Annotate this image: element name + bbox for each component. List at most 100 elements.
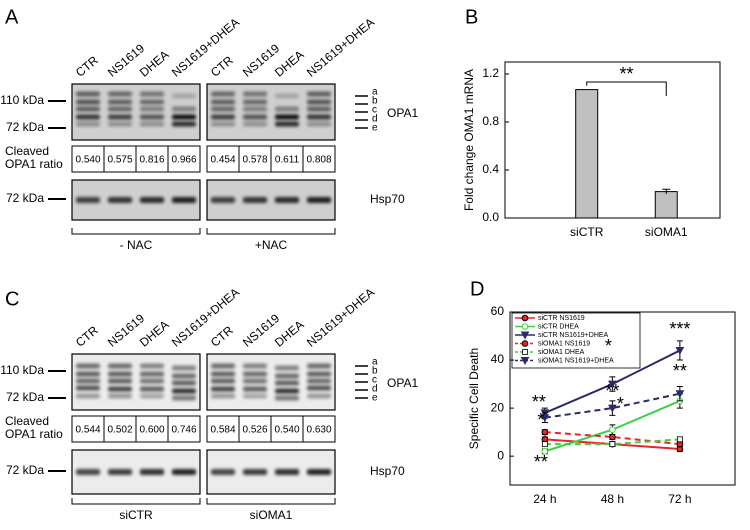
band <box>76 469 100 475</box>
band <box>140 469 164 475</box>
ratio-value: 0.502 <box>107 425 132 436</box>
band <box>140 91 164 97</box>
legend-marker <box>521 340 529 347</box>
group-label: siOMA1 <box>250 508 293 522</box>
kda-marker: 72 kDa <box>6 390 44 404</box>
band-letter: b <box>372 96 378 107</box>
panel-label: C <box>5 288 19 310</box>
legend-marker <box>521 323 529 330</box>
band <box>243 197 267 203</box>
legend-marker <box>520 331 530 340</box>
legend-marker <box>520 357 530 366</box>
loading-marker: 72 kDa <box>6 463 44 477</box>
data-point <box>541 448 549 455</box>
data-point <box>675 390 685 399</box>
y-axis-title: Specific Cell Death <box>467 348 481 449</box>
band <box>76 385 100 391</box>
plot-frame <box>509 311 736 486</box>
significance-label: * <box>617 394 624 414</box>
data-point <box>540 414 550 423</box>
lane-label: NS1619+DHEA <box>304 285 377 350</box>
band-letter: a <box>372 87 378 98</box>
group-bracket <box>206 498 336 505</box>
band <box>211 106 235 112</box>
band <box>211 114 235 120</box>
band <box>211 91 235 97</box>
band <box>211 393 235 399</box>
group-label: siCTR <box>119 508 153 522</box>
data-point <box>609 441 616 448</box>
ratio-label: Cleaved <box>5 144 49 158</box>
kda-marker: 72 kDa <box>6 120 44 134</box>
significance-bracket <box>586 81 667 96</box>
band <box>140 114 164 120</box>
band <box>275 197 299 203</box>
band <box>243 393 267 399</box>
band <box>211 469 235 475</box>
band <box>211 371 235 377</box>
band <box>140 371 164 377</box>
band <box>307 121 331 127</box>
loading-marker: 72 kDa <box>6 191 44 205</box>
y-tick-label: 0.4 <box>482 162 499 176</box>
data-point <box>609 433 616 441</box>
group-bracket <box>206 228 336 235</box>
group-label: +NAC <box>255 238 288 252</box>
band <box>76 106 100 112</box>
y-tick-label: 0.0 <box>482 210 499 224</box>
band <box>307 114 331 120</box>
band <box>108 197 132 203</box>
band <box>211 197 235 203</box>
data-point <box>609 426 616 434</box>
lane-label: NS1619+DHEA <box>169 285 242 350</box>
bar <box>654 191 678 219</box>
kda-marker: 110 kDa <box>0 93 44 107</box>
band <box>307 385 331 391</box>
data-point <box>608 404 617 413</box>
lane-label: CTR <box>73 323 101 350</box>
y-tick-label: 60 <box>491 304 505 318</box>
significance-label: ** <box>619 64 633 84</box>
band <box>307 197 331 203</box>
ratio-value: 0.808 <box>306 155 331 166</box>
ratio-value: 0.584 <box>210 425 235 436</box>
band <box>108 99 132 105</box>
ratio-value: 0.540 <box>75 155 100 166</box>
band <box>76 121 100 127</box>
data-point <box>675 346 685 355</box>
ratio-value: 0.966 <box>171 155 196 166</box>
data-point <box>541 428 549 436</box>
lane-label: CTR <box>208 323 236 350</box>
band-letter: d <box>372 114 378 125</box>
band <box>172 365 196 371</box>
panel-label: A <box>5 6 19 28</box>
band <box>275 388 299 394</box>
legend-marker <box>522 349 528 355</box>
band <box>275 106 299 112</box>
y-axis-title: Fold change OMA1 mRNA <box>462 69 476 211</box>
band <box>211 99 235 105</box>
band <box>172 121 196 127</box>
ratio-value: 0.816 <box>139 155 164 166</box>
band <box>275 373 299 379</box>
band <box>76 371 100 377</box>
band <box>243 121 267 127</box>
band <box>243 371 267 377</box>
band <box>108 378 132 384</box>
data-point <box>541 441 548 448</box>
band <box>172 93 196 99</box>
band <box>108 114 132 120</box>
loading-protein: Hsp70 <box>370 464 405 478</box>
ratio-value: 0.611 <box>275 155 300 166</box>
series-line <box>544 438 680 446</box>
band <box>211 378 235 384</box>
ratio-label: OPA1 ratio <box>5 427 63 441</box>
band-letter: a <box>372 357 378 368</box>
error-bar <box>662 188 671 194</box>
band <box>108 469 132 475</box>
band <box>108 91 132 97</box>
band <box>275 395 299 401</box>
ratio-value: 0.575 <box>107 155 132 166</box>
band <box>307 363 331 369</box>
